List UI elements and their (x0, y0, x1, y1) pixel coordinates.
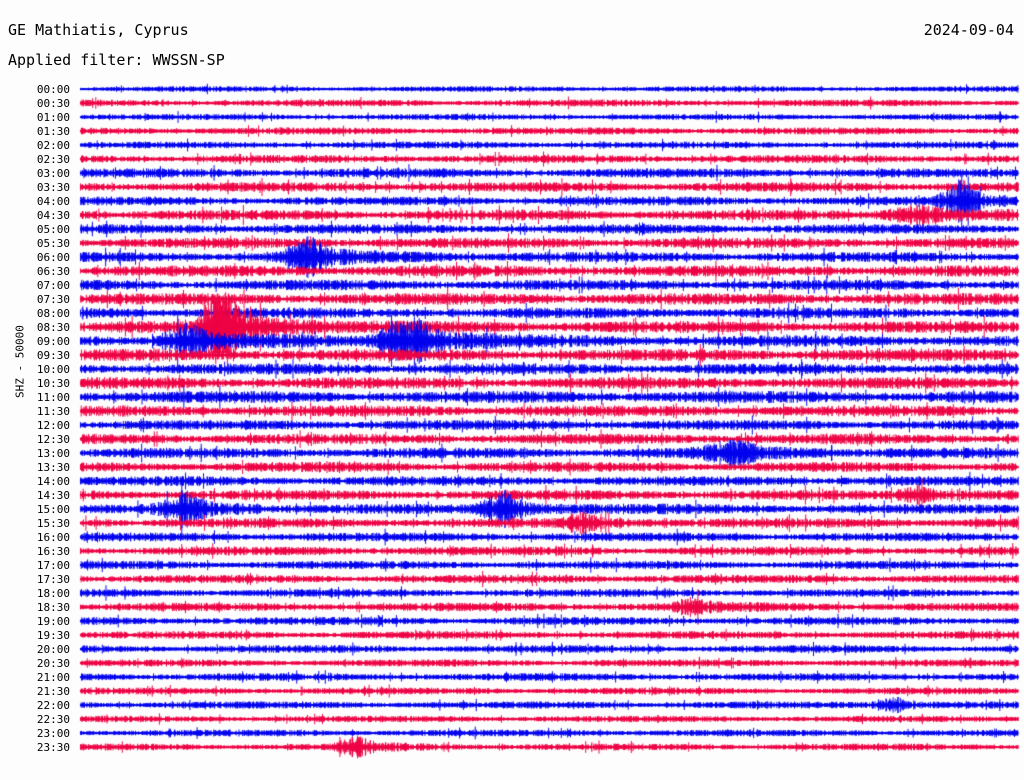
hour-label-0930: 09:30 (36, 349, 70, 362)
hour-label-1030: 10:30 (36, 377, 70, 390)
hour-label-1500: 15:00 (36, 503, 70, 516)
hour-label-0200: 02:00 (36, 139, 70, 152)
hour-label-0230: 02:30 (36, 153, 70, 166)
seismogram-trace-canvas (0, 78, 1024, 778)
hour-label-2100: 21:00 (36, 671, 70, 684)
hour-label-1830: 18:30 (36, 601, 70, 614)
hour-label-1130: 11:30 (36, 405, 70, 418)
hour-label-1700: 17:00 (36, 559, 70, 572)
hour-label-2200: 22:00 (36, 699, 70, 712)
hour-label-1730: 17:30 (36, 573, 70, 586)
hour-label-0530: 05:30 (36, 237, 70, 250)
hour-label-0330: 03:30 (36, 181, 70, 194)
hour-label-1330: 13:30 (36, 461, 70, 474)
date-label: 2024-09-04 (923, 21, 1014, 39)
hour-label-2130: 21:30 (36, 685, 70, 698)
applied-filter-label: Applied filter: WWSSN-SP (8, 51, 225, 69)
hour-label-1600: 16:00 (36, 531, 70, 544)
hour-label-0000: 00:00 (36, 83, 70, 96)
hour-label-0030: 00:30 (36, 97, 70, 110)
hour-label-0100: 01:00 (36, 111, 70, 124)
helicorder-plot: 00:00 00:30 01:00 01:30 02:00 02:30 03:00 03:30… (0, 78, 1024, 778)
hour-label-1930: 19:30 (36, 629, 70, 642)
hour-label-1300: 13:00 (36, 447, 70, 460)
hour-label-0700: 07:00 (36, 279, 70, 292)
hour-label-0600: 06:00 (36, 251, 70, 264)
hour-label-1000: 10:00 (36, 363, 70, 376)
hour-label-0430: 04:30 (36, 209, 70, 222)
hour-label-2000: 20:00 (36, 643, 70, 656)
hour-label-1530: 15:30 (36, 517, 70, 530)
hour-label-0830: 08:30 (36, 321, 70, 334)
hour-label-1800: 18:00 (36, 587, 70, 600)
hour-label-2030: 20:30 (36, 657, 70, 670)
hour-label-0300: 03:00 (36, 167, 70, 180)
page-title: GE Mathiatis, Cyprus (8, 21, 189, 39)
hour-label-0400: 04:00 (36, 195, 70, 208)
hour-label-1630: 16:30 (36, 545, 70, 558)
hour-label-1400: 14:00 (36, 475, 70, 488)
hour-label-0630: 06:30 (36, 265, 70, 278)
hour-label-0900: 09:00 (36, 335, 70, 348)
hour-label-2330: 23:30 (36, 741, 70, 754)
hour-label-2300: 23:00 (36, 727, 70, 740)
hour-label-0130: 01:30 (36, 125, 70, 138)
hour-label-1100: 11:00 (36, 391, 70, 404)
hour-label-0730: 07:30 (36, 293, 70, 306)
hour-label-1200: 12:00 (36, 419, 70, 432)
hour-label-1230: 12:30 (36, 433, 70, 446)
hour-label-0800: 08:00 (36, 307, 70, 320)
hour-label-1430: 14:30 (36, 489, 70, 502)
hour-label-0500: 05:00 (36, 223, 70, 236)
hour-label-2230: 22:30 (36, 713, 70, 726)
hour-label-1900: 19:00 (36, 615, 70, 628)
